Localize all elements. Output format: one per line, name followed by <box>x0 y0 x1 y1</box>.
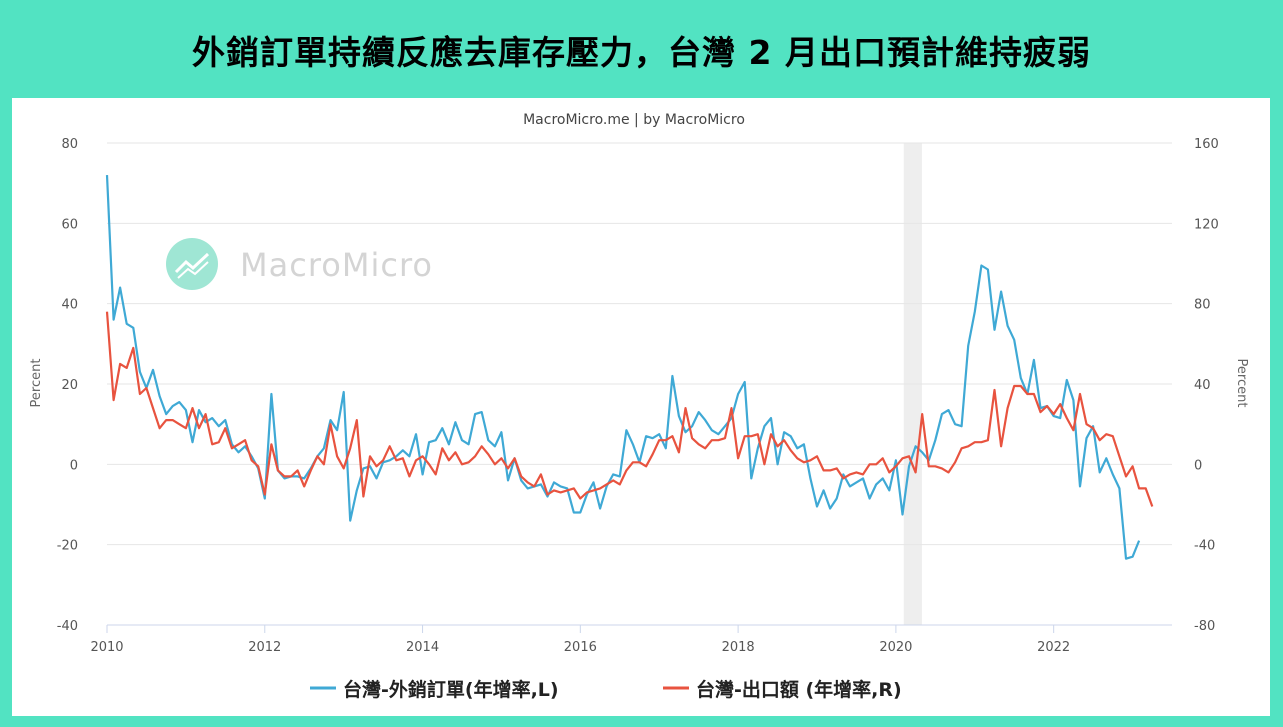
x-tick-label: 2012 <box>248 640 281 655</box>
left-tick-label: 40 <box>61 298 78 313</box>
watermark-logo-stroke-2 <box>177 261 209 279</box>
watermark-text: MacroMicro <box>240 246 433 284</box>
series-line-exports[interactable] <box>105 311 1154 507</box>
watermark-logo-icon <box>166 238 218 290</box>
watermark: MacroMicro <box>166 238 433 290</box>
left-tick-label: 80 <box>61 137 78 152</box>
left-axis-ticks: 80 60 40 20 0 -20 -40 <box>57 137 78 634</box>
x-axis-ticks: 2010 2012 2014 2016 2018 2020 2022 <box>90 624 1172 655</box>
chart-card: MacroMicro MacroMicro.me | by MacroMicro… <box>12 98 1270 716</box>
right-tick-label: -80 <box>1194 619 1215 634</box>
left-tick-label: -40 <box>57 619 78 634</box>
right-axis-title: Percent <box>1234 359 1249 408</box>
left-tick-label: -20 <box>57 539 78 554</box>
right-tick-label: 80 <box>1194 298 1211 313</box>
x-tick-label: 2020 <box>879 640 912 655</box>
right-tick-label: 120 <box>1194 217 1219 232</box>
right-axis-ticks: 160 120 80 40 0 -40 -80 <box>1194 137 1219 634</box>
chart-svg: MacroMicro MacroMicro.me | by MacroMicro… <box>29 112 1249 701</box>
series-line-orders[interactable] <box>105 175 1141 560</box>
left-tick-label: 0 <box>70 458 78 473</box>
left-axis-title: Percent <box>29 359 44 408</box>
right-tick-label: -40 <box>1194 539 1215 554</box>
right-tick-label: 160 <box>1194 137 1219 152</box>
left-tick-label: 20 <box>61 378 78 393</box>
right-tick-label: 40 <box>1194 378 1211 393</box>
x-tick-label: 2016 <box>564 640 597 655</box>
legend[interactable]: 台灣-外銷訂單(年增率,L) 台灣-出口額 (年增率,R) <box>310 678 902 701</box>
right-tick-label: 0 <box>1194 458 1202 473</box>
watermark-logo-stroke <box>174 252 210 274</box>
left-tick-label: 60 <box>61 217 78 232</box>
x-tick-label: 2022 <box>1037 640 1070 655</box>
legend-label-exports: 台灣-出口額 (年增率,R) <box>696 678 902 701</box>
chart-source: MacroMicro.me | by MacroMicro <box>523 112 745 128</box>
page-title: 外銷訂單持續反應去庫存壓力，台灣 2 月出口預計維持疲弱 <box>192 33 1091 72</box>
grid-layer <box>107 142 1172 626</box>
x-tick-label: 2014 <box>406 640 439 655</box>
x-tick-label: 2010 <box>90 640 123 655</box>
x-tick-label: 2018 <box>722 640 755 655</box>
series-layer <box>105 175 1154 560</box>
legend-label-orders: 台灣-外銷訂單(年增率,L) <box>343 678 559 701</box>
